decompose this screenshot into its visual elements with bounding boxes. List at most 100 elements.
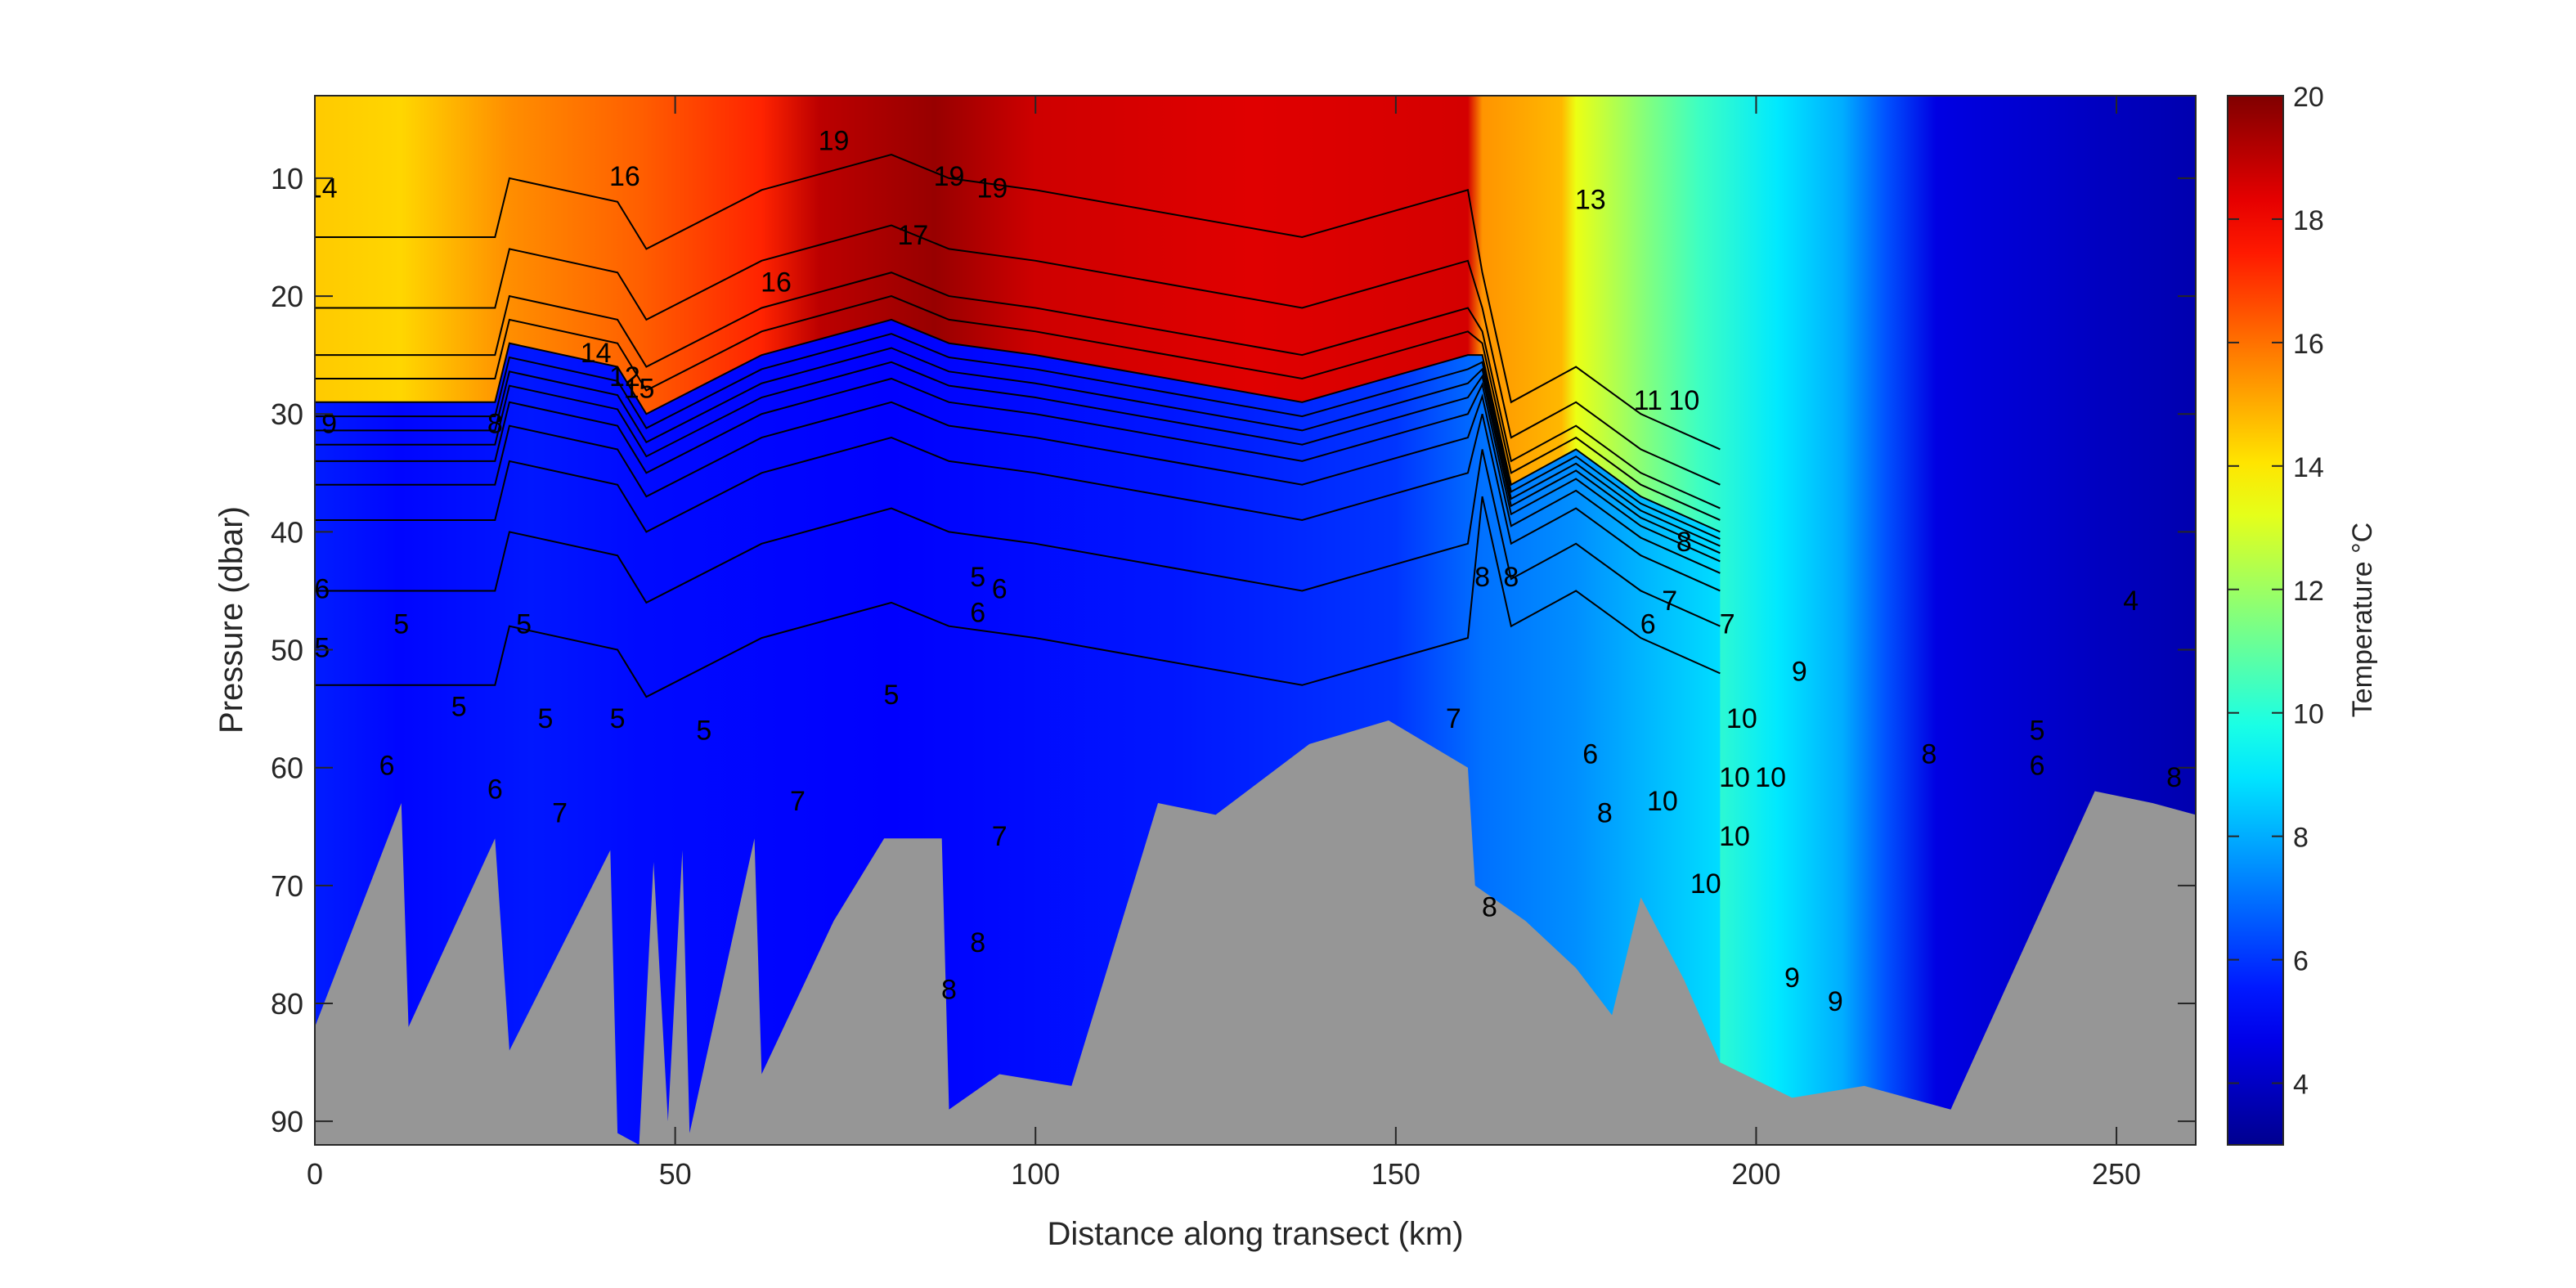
colorbar-tick-label: 8	[2293, 823, 2309, 854]
y-axis: 10 20 30 40 50 60 70 80 90	[271, 162, 2196, 1138]
contour-label: 6	[379, 751, 395, 782]
x-axis-label: Distance along transect (km)	[1047, 1216, 1463, 1252]
contour-label: 16	[761, 267, 792, 298]
contour-label: 5	[610, 703, 626, 734]
contour-label: 17	[898, 220, 929, 251]
contour-label: 8	[1676, 527, 1692, 558]
contour-label: 5	[538, 703, 554, 734]
contour-label: 6	[487, 774, 503, 806]
contour-label: 8	[941, 975, 957, 1006]
contour-line	[315, 449, 1721, 627]
contour-label: 6	[314, 573, 330, 604]
y-tick-label: 90	[271, 1105, 303, 1138]
colorbar-tick-label: 14	[2293, 452, 2324, 483]
x-tick-label: 50	[659, 1157, 692, 1191]
contour-label: 9	[321, 409, 337, 440]
contour-label: 5	[314, 633, 330, 664]
contour-label: 5	[696, 715, 711, 746]
y-tick-label: 30	[271, 397, 303, 431]
contour-label: 10	[1690, 868, 1721, 900]
colorbar-tick-label: 10	[2293, 699, 2324, 730]
contour-label: 8	[1921, 738, 1936, 770]
contour-label: 19	[819, 126, 850, 157]
contour-lines	[315, 154, 1721, 698]
contour-label: 5	[393, 609, 409, 640]
contour-label: 8	[1597, 797, 1613, 828]
contour-label: 7	[1720, 609, 1735, 640]
y-tick-label: 60	[271, 752, 303, 785]
contour-label: 7	[790, 786, 806, 817]
contour-label: 8	[2166, 762, 2182, 793]
contour-line	[315, 377, 1721, 563]
contour-label: 9	[1792, 656, 1807, 687]
contour-label: 7	[1446, 703, 1461, 734]
surface-layer-fill	[315, 96, 2196, 1145]
contour-label: 15	[624, 373, 655, 404]
x-tick-label: 200	[1731, 1157, 1780, 1191]
contour-label: 13	[1575, 185, 1606, 216]
contour-label: 8	[487, 409, 503, 440]
contour-label: 10	[1719, 762, 1750, 793]
contour-line	[315, 496, 1721, 698]
contour-line	[315, 413, 1721, 592]
colorbar-tick-label: 16	[2293, 329, 2324, 360]
contour-label: 5	[2030, 715, 2045, 746]
colorbar-tick-label: 18	[2293, 205, 2324, 236]
x-tick-label: 150	[1371, 1157, 1420, 1191]
contour-label: 8	[970, 927, 985, 958]
contour-label: 10	[1755, 762, 1786, 793]
contour-label: 10	[1726, 703, 1757, 734]
contour-label: 10	[1719, 821, 1750, 852]
y-tick-label: 80	[271, 987, 303, 1021]
x-tick-label: 0	[307, 1157, 323, 1191]
contour-line	[315, 393, 1721, 574]
contour-label: 9	[1784, 963, 1800, 994]
contour-label: 10	[1647, 786, 1678, 817]
x-tick-label: 100	[1011, 1157, 1060, 1191]
contour-label: 6	[1582, 738, 1598, 770]
seafloor-mask	[315, 720, 2196, 1145]
contour-line	[315, 318, 1721, 533]
contour-label: 8	[1503, 562, 1519, 593]
y-tick-label: 40	[271, 515, 303, 549]
contour-label: 5	[516, 609, 532, 640]
y-tick-label: 10	[271, 162, 303, 195]
x-axis: 0 50 100 150 200 250	[307, 96, 2141, 1191]
colorbar-scale	[2227, 95, 2284, 1146]
contour-line	[315, 361, 1721, 554]
contour-label: 6	[2030, 751, 2045, 782]
colorbar-tick-label: 4	[2293, 1070, 2309, 1101]
contour-label: 8	[1482, 892, 1497, 923]
contour-label: 8	[1474, 562, 1490, 593]
colorbar: 4 6 8 10 12 14 16 18 20 Temperature °C	[2227, 82, 2378, 1146]
y-axis-label: Pressure (dbar)	[213, 506, 249, 734]
colorbar-ticks: 4 6 8 10 12 14 16 18 20	[2228, 82, 2324, 1101]
contour-label: 10	[1668, 385, 1699, 416]
contour-label: 16	[609, 161, 640, 192]
contour-label: 19	[976, 173, 1008, 204]
y-tick-label: 50	[271, 634, 303, 667]
contour-line	[315, 333, 1721, 540]
plot-frame	[314, 95, 2197, 1146]
contour-label: 6	[992, 573, 1008, 604]
contour-label: 4	[2123, 586, 2138, 617]
colorbar-label: Temperature °C	[2347, 523, 2378, 717]
colorbar-tick-label: 12	[2293, 576, 2324, 607]
contour-line	[315, 272, 1721, 509]
x-tick-label: 250	[2092, 1157, 2141, 1191]
contour-label: 6	[1640, 609, 1656, 640]
contour-label: 11	[1634, 385, 1663, 416]
contour-label: 6	[970, 597, 985, 628]
colorbar-tick-label: 6	[2293, 946, 2309, 977]
contour-label: 5	[970, 562, 985, 593]
y-tick-label: 20	[271, 280, 303, 313]
contour-label: 5	[884, 680, 900, 711]
contour-label: 9	[1828, 986, 1843, 1017]
contour-label: 7	[1662, 586, 1677, 617]
contour-label: 7	[552, 797, 568, 828]
contour-line	[315, 347, 1721, 547]
contour-label: 19	[934, 161, 965, 192]
